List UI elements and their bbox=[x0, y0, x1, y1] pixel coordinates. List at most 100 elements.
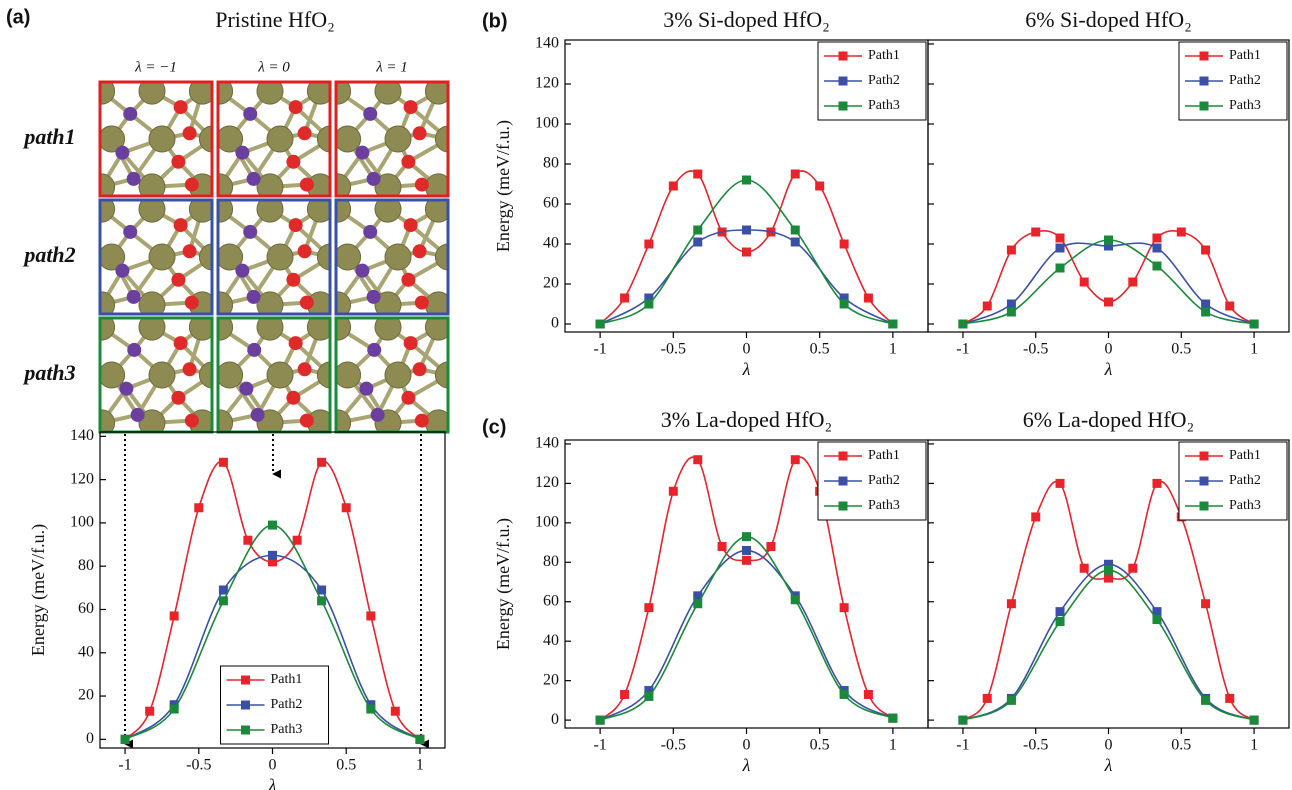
row-label: path1 bbox=[22, 124, 75, 149]
legend-label: Path3 bbox=[1229, 98, 1261, 113]
marker bbox=[366, 704, 376, 714]
legend-label: Path2 bbox=[271, 697, 303, 712]
marker bbox=[1201, 307, 1211, 317]
marker bbox=[1128, 277, 1138, 287]
marker bbox=[366, 611, 376, 621]
hf-atom bbox=[138, 318, 166, 341]
line bbox=[962, 242, 1255, 325]
y-tick-label: 120 bbox=[535, 474, 559, 491]
o-atom bbox=[414, 413, 429, 428]
x-tick-label: -1 bbox=[956, 341, 969, 358]
marker bbox=[169, 611, 179, 621]
marker bbox=[1104, 565, 1113, 575]
o-atom bbox=[414, 295, 429, 310]
marker bbox=[1104, 297, 1113, 307]
marker bbox=[958, 715, 968, 725]
o-atom bbox=[355, 263, 370, 278]
hf-atom bbox=[148, 125, 176, 153]
o-atom bbox=[288, 336, 303, 351]
y-tick-label: 20 bbox=[543, 671, 559, 688]
legend-label: Path3 bbox=[271, 722, 303, 737]
y-tick-label: 0 bbox=[86, 730, 94, 747]
marker bbox=[839, 293, 849, 303]
y-tick-label: 80 bbox=[543, 155, 559, 172]
marker bbox=[1152, 478, 1162, 488]
marker bbox=[1249, 319, 1259, 329]
marker bbox=[595, 319, 605, 329]
o-atom bbox=[239, 381, 254, 396]
y-tick-label: 60 bbox=[78, 600, 94, 617]
hf-atom bbox=[218, 361, 244, 389]
marker bbox=[644, 293, 654, 303]
x-tick-label: -1 bbox=[956, 737, 969, 754]
hf-atom bbox=[188, 318, 212, 341]
x-tick-label: 0 bbox=[743, 737, 751, 754]
x-tick-label: 0.5 bbox=[336, 757, 356, 774]
marker bbox=[982, 693, 992, 703]
hf-atom bbox=[266, 361, 294, 389]
o-atom bbox=[127, 342, 142, 357]
x-tick-label: 1 bbox=[1250, 737, 1258, 754]
marker bbox=[1006, 245, 1016, 255]
x-tick-label: 0 bbox=[743, 341, 751, 358]
marker bbox=[595, 715, 605, 725]
marker bbox=[644, 299, 654, 309]
hf-atom bbox=[188, 82, 212, 105]
marker bbox=[668, 486, 678, 496]
legend-label: Path1 bbox=[1229, 448, 1261, 463]
marker bbox=[815, 181, 825, 191]
marker bbox=[693, 455, 703, 465]
hf-atom bbox=[256, 173, 284, 196]
marker bbox=[693, 599, 703, 609]
legend-marker bbox=[838, 501, 848, 511]
marker bbox=[742, 175, 751, 185]
structure-cell bbox=[218, 318, 330, 432]
marker bbox=[717, 542, 727, 552]
y-tick-label: 40 bbox=[543, 632, 559, 649]
line bbox=[962, 563, 1255, 721]
o-atom bbox=[182, 362, 197, 377]
hf-atom bbox=[374, 291, 402, 314]
row-label: path2 bbox=[22, 242, 75, 267]
hf-atom bbox=[100, 173, 116, 196]
o-atom bbox=[173, 100, 188, 115]
hf-atom bbox=[374, 318, 402, 341]
o-atom bbox=[403, 336, 418, 351]
legend-marker bbox=[1199, 101, 1209, 111]
legend-label: Path3 bbox=[868, 498, 900, 513]
x-tick-label: 0.5 bbox=[1171, 737, 1191, 754]
hf-atom bbox=[316, 361, 330, 389]
marker bbox=[644, 239, 654, 249]
hf-atom bbox=[424, 200, 448, 223]
hf-atom bbox=[138, 82, 166, 105]
marker bbox=[1152, 261, 1162, 271]
x-axis-label: λ bbox=[1104, 359, 1113, 379]
o-atom bbox=[403, 100, 418, 115]
marker bbox=[888, 319, 898, 329]
marker bbox=[1152, 607, 1162, 617]
hf-atom bbox=[336, 200, 352, 223]
hf-atom bbox=[138, 291, 166, 314]
marker bbox=[1104, 235, 1113, 245]
o-atom bbox=[247, 342, 262, 357]
o-atom bbox=[130, 407, 145, 422]
o-atom bbox=[246, 171, 261, 186]
legend-marker bbox=[1199, 501, 1209, 511]
y-tick-label: 140 bbox=[535, 35, 559, 52]
hf-atom bbox=[336, 173, 352, 196]
legend-marker bbox=[838, 76, 848, 86]
x-tick-label: 1 bbox=[416, 757, 424, 774]
marker bbox=[742, 555, 751, 565]
marker bbox=[1079, 563, 1089, 573]
hf-atom bbox=[384, 243, 412, 271]
legend-marker bbox=[838, 101, 848, 111]
o-atom bbox=[299, 413, 314, 428]
o-atom bbox=[184, 177, 199, 192]
o-atom bbox=[297, 126, 312, 141]
chart-title: 6% Si-doped HfO₂ bbox=[1025, 7, 1192, 32]
o-atom bbox=[363, 106, 378, 121]
marker bbox=[1104, 241, 1113, 251]
plot-frame bbox=[927, 39, 1290, 333]
marker bbox=[243, 535, 253, 545]
